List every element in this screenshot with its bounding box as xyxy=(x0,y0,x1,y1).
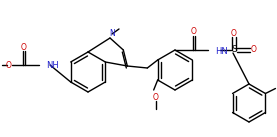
Text: O: O xyxy=(21,42,27,52)
Text: O: O xyxy=(191,28,197,36)
Text: O: O xyxy=(251,45,257,55)
Text: O: O xyxy=(231,28,237,38)
Text: O: O xyxy=(153,93,159,102)
Text: NH: NH xyxy=(46,62,59,71)
Text: S: S xyxy=(231,45,237,55)
Text: N: N xyxy=(109,28,115,38)
Text: HN: HN xyxy=(215,46,228,55)
Text: O: O xyxy=(6,61,12,69)
